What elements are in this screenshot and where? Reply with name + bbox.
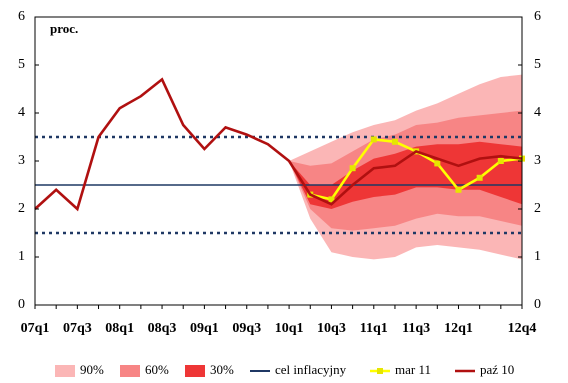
y-tick-label: 0 <box>18 297 25 312</box>
x-tick-label: 09q3 <box>232 321 261 336</box>
y2-tick-label: 4 <box>534 105 541 120</box>
unit-label: proc. <box>50 21 78 36</box>
series-line <box>34 77 523 212</box>
x-tick-label: 08q3 <box>148 321 177 336</box>
fan-band <box>289 141 522 209</box>
y2-tick-label: 3 <box>534 153 541 168</box>
x-tick-label: 07q1 <box>21 321 50 336</box>
legend-label: paź 10 <box>480 362 514 377</box>
y-tick-label: 3 <box>18 153 25 168</box>
y2-tick-label: 1 <box>534 249 541 264</box>
legend-swatch <box>120 365 140 377</box>
series-marker <box>349 165 356 172</box>
x-tick-label: 11q1 <box>360 321 388 336</box>
x-tick-label: 10q1 <box>275 321 304 336</box>
legend-label: 90% <box>80 362 104 377</box>
x-tick-label: 12q1 <box>444 321 473 336</box>
y-tick-label: 4 <box>18 105 25 120</box>
x-tick-label: 12q4 <box>508 321 537 336</box>
series-marker <box>476 174 483 181</box>
x-tick-label: 07q3 <box>63 321 92 336</box>
legend-label: mar 11 <box>395 362 431 377</box>
y2-tick-label: 6 <box>534 9 541 24</box>
x-tick-label: 09q1 <box>190 321 219 336</box>
series-marker <box>328 196 335 203</box>
y2-tick-label: 5 <box>534 57 541 72</box>
y-tick-label: 2 <box>18 201 25 216</box>
y2-tick-label: 0 <box>534 297 541 312</box>
y-tick-label: 6 <box>18 9 25 24</box>
series-marker <box>370 136 377 143</box>
y2-tick-label: 2 <box>534 201 541 216</box>
series-marker <box>434 160 441 167</box>
series-marker <box>455 186 462 193</box>
x-tick-label: 11q3 <box>402 321 430 336</box>
legend-label: 30% <box>210 362 234 377</box>
y-tick-label: 5 <box>18 57 25 72</box>
series-marker <box>391 138 398 145</box>
x-tick-label: 08q1 <box>105 321 134 336</box>
legend-swatch <box>55 365 75 377</box>
series-marker <box>497 158 504 164</box>
x-tick-label: 10q3 <box>317 321 346 336</box>
legend-swatch <box>185 365 205 377</box>
legend-label: 60% <box>145 362 169 377</box>
y-tick-label: 1 <box>18 249 25 264</box>
legend-marker <box>377 368 383 374</box>
legend-label: cel inflacyjny <box>275 362 347 377</box>
